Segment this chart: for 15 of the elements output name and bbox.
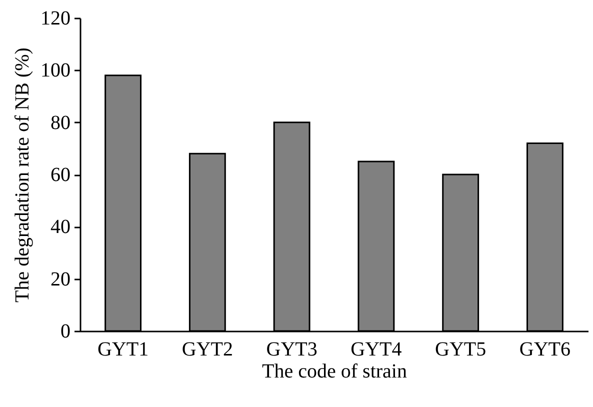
x-tick-label: GYT6: [519, 338, 571, 360]
y-tick-label: 80: [50, 112, 70, 134]
y-tick-label: 40: [50, 216, 70, 238]
x-tick-label: GYT3: [266, 338, 318, 360]
y-tick-label: 60: [50, 164, 70, 186]
x-tick-label: GYT1: [97, 338, 149, 360]
y-tick-label: 100: [40, 60, 70, 82]
y-axis-title: The degradation rate of NB (%): [12, 48, 34, 302]
y-tick-label: 0: [60, 320, 70, 342]
x-tick-label: GYT5: [435, 338, 486, 360]
x-tick-label: GYT4: [350, 338, 402, 360]
y-tick-label: 20: [50, 268, 70, 290]
x-tick-label: GYT2: [182, 338, 233, 360]
x-axis-title: The code of strain: [262, 360, 407, 382]
y-tick-label: 120: [40, 8, 70, 30]
